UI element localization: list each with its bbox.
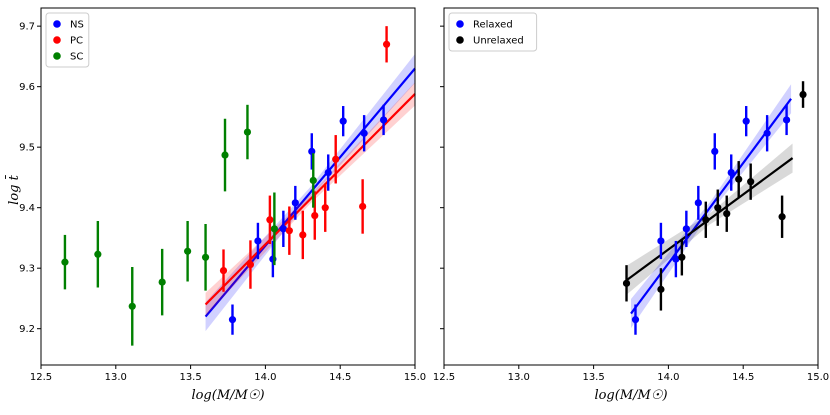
plot-frame [443, 7, 819, 366]
data-point-pc [382, 40, 391, 48]
data-point-unrelaxed [747, 178, 755, 186]
x-tick-label: 12.5 [30, 372, 52, 383]
data-point-relaxed [694, 199, 702, 207]
data-point-ns [279, 225, 287, 233]
x-tick-label: 14.5 [732, 372, 754, 383]
data-point-pc [285, 227, 293, 235]
x-axis-label-right: log(M/M☉) [594, 388, 667, 403]
x-tick-label: 14.0 [657, 372, 679, 383]
data-point-pc [299, 231, 307, 239]
data-point-unrelaxed [799, 90, 807, 99]
data-point-unrelaxed [657, 285, 665, 293]
data-point-ns [291, 199, 299, 207]
legend-box [448, 12, 538, 52]
data-point-sc [61, 258, 69, 266]
data-point-ns [379, 116, 388, 124]
y-axis-label: log t̄ [5, 174, 22, 205]
data-point-pc [321, 204, 329, 212]
legend-marker-relaxed [456, 20, 464, 28]
x-tick-label: 13.5 [179, 372, 201, 383]
legend-label-pc: PC [70, 36, 83, 47]
legend-label-relaxed: Relaxed [473, 20, 513, 31]
legend-label-unrelaxed: Unrelaxed [473, 36, 524, 47]
data-point-pc [219, 267, 228, 275]
y-tick-label: 9.6 [19, 82, 35, 93]
x-tick-label: 15.0 [807, 372, 829, 383]
data-point-sc [221, 151, 229, 159]
data-point-relaxed [763, 129, 771, 137]
legend-label-ns: NS [70, 20, 84, 31]
data-point-unrelaxed [678, 253, 686, 261]
legend-marker-ns [53, 20, 61, 28]
y-tick-label: 9.5 [19, 143, 35, 154]
data-point-sc [128, 302, 136, 310]
legend-marker-unrelaxed [456, 36, 464, 44]
y-tick-label: 9.4 [19, 203, 35, 214]
data-point-unrelaxed [622, 279, 631, 287]
fit-line-pc [204, 93, 416, 306]
x-tick-label: 14.0 [254, 372, 276, 383]
left-panel: 12.5 13.0 13.5 14.0 14.5 15.0 9.2 9.3 9.4 9.5 9.6 9… [19, 7, 426, 383]
data-point-sc [309, 176, 317, 185]
data-point-unrelaxed [723, 210, 731, 218]
data-point-relaxed [742, 117, 750, 125]
fit-line-unrelaxed [625, 157, 794, 282]
data-point-unrelaxed [778, 213, 786, 221]
data-point-sc [184, 247, 192, 255]
data-point-ns [360, 129, 368, 137]
data-point-ns [324, 168, 332, 177]
data-point-ns [308, 147, 316, 156]
data-point-sc [158, 278, 166, 286]
data-point-relaxed [711, 147, 719, 156]
x-tick-label: 15.0 [404, 372, 426, 383]
legend-marker-pc [53, 36, 61, 44]
data-point-relaxed [657, 237, 665, 245]
y-tick-label: 9.2 [19, 324, 35, 335]
data-point-unrelaxed [735, 175, 743, 183]
y-tick-label: 9.3 [19, 264, 35, 275]
data-point-sc [270, 225, 278, 233]
data-point-relaxed [672, 255, 680, 263]
data-point-ns [339, 117, 347, 125]
data-point-unrelaxed [714, 204, 722, 212]
data-point-pc [311, 211, 319, 220]
data-point-sc [94, 250, 102, 258]
x-tick-label: 12.5 [433, 372, 455, 383]
data-point-pc [246, 260, 255, 269]
data-point-relaxed [682, 225, 690, 233]
data-point-pc [332, 155, 340, 163]
data-point-ns [254, 237, 262, 245]
right-panel: 12.5 13.0 13.5 14.0 14.5 15.0 Relaxed Unrelaxed [433, 7, 829, 383]
legend-label-sc: SC [70, 52, 83, 63]
x-tick-label: 13.0 [508, 372, 530, 383]
data-point-relaxed [727, 168, 735, 177]
data-point-relaxed [782, 116, 791, 124]
fit-line-ns [204, 67, 416, 318]
data-point-relaxed [631, 316, 640, 324]
data-point-pc [359, 202, 367, 211]
x-tick-label: 14.5 [329, 372, 351, 383]
plot-frame [40, 7, 416, 366]
legend-marker-sc [53, 52, 61, 60]
data-point-sc [243, 128, 252, 136]
data-point-ns [228, 316, 237, 324]
data-point-sc [201, 253, 210, 261]
x-tick-label: 13.5 [582, 372, 604, 383]
x-axis-label-left: log(M/M☉) [191, 388, 264, 403]
x-tick-label: 13.0 [105, 372, 127, 383]
data-point-unrelaxed [702, 216, 710, 224]
y-tick-label: 9.7 [19, 22, 35, 33]
data-point-pc [266, 216, 274, 224]
